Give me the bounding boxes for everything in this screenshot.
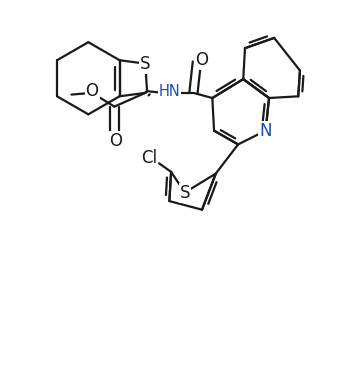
Text: N: N <box>259 122 272 140</box>
Text: HN: HN <box>158 84 180 99</box>
Text: O: O <box>195 51 208 69</box>
Text: Cl: Cl <box>141 149 157 167</box>
Text: O: O <box>109 132 122 150</box>
Text: S: S <box>140 55 150 73</box>
Text: O: O <box>86 82 99 100</box>
Text: S: S <box>180 184 190 201</box>
